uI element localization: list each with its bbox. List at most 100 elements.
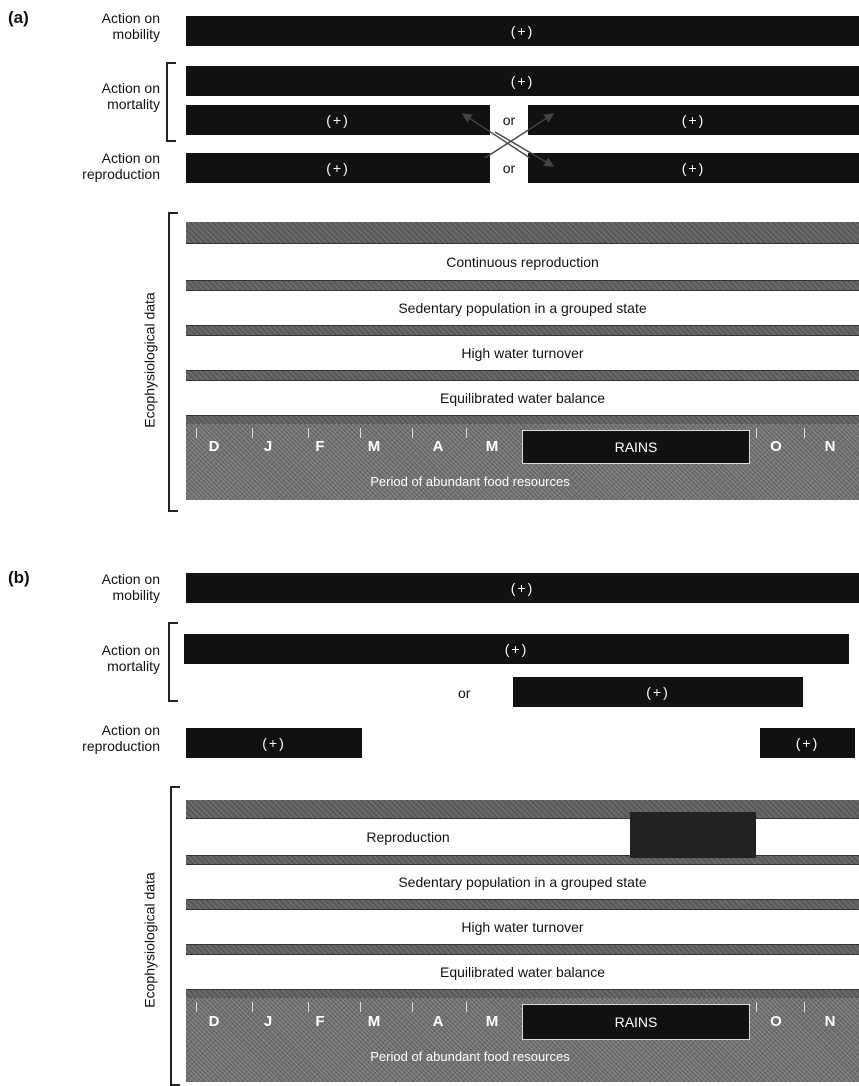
panel-b-tick [756, 1002, 757, 1012]
panel-a-rains: RAINS [522, 430, 750, 464]
panel-b-band-3-text: High water turnover [461, 919, 584, 935]
panel-a-mortality-label: Action on mortality [0, 80, 160, 112]
panel-a-reproduction-or-text: or [502, 160, 516, 176]
panel-a-reproduction-bar-right: (+) [528, 153, 859, 183]
panel-a-tick [308, 428, 309, 438]
panel-a-mobility-label: Action on mobility [0, 10, 160, 42]
panel-b-tick [360, 1002, 361, 1012]
panel-b-reproduction-bar-left: (+) [186, 728, 362, 758]
panel-a-tick [196, 428, 197, 438]
panel-a-mortality-bar-right: (+) [528, 105, 859, 135]
panel-a-eco-title: Ecophysiological data [142, 292, 159, 428]
panel-b-month-m1: M [367, 1013, 381, 1030]
panel-b-month-n: N [824, 1013, 836, 1030]
panel-b-mortality-bracket [168, 622, 178, 702]
panel-b-food: Period of abundant food resources [370, 1049, 570, 1064]
panel-b-reproduction-plus-left: (+) [262, 735, 286, 751]
panel-a-month-f: F [315, 438, 325, 455]
panel-a-mortality-plus-right: (+) [681, 112, 706, 128]
panel-b-eco-bracket [170, 786, 180, 1086]
panel-a-month-m1: M [367, 438, 381, 455]
panel-b-tick [252, 1002, 253, 1012]
panel-b-band-4-text: Equilibrated water balance [440, 964, 605, 980]
panel-a-mortality-plus-left: (+) [326, 112, 350, 128]
panel-b-mortality-bar-full: (+) [184, 634, 849, 664]
panel-b-tick [466, 1002, 467, 1012]
panel-b-reproduction-label: Action on reproduction [0, 722, 160, 754]
panel-b-mortality-label: Action on mortality [0, 642, 160, 674]
panel-a-band-2: Sedentary population in a grouped state [186, 290, 859, 326]
panel-b-tick [196, 1002, 197, 1012]
panel-b-month-m2: M [485, 1013, 499, 1030]
panel-b-band-1-gap [630, 812, 756, 858]
panel-b-reproduction-bar-right: (+) [760, 728, 855, 758]
panel-a-eco-bracket [168, 212, 178, 512]
panel-a-arrow-down-right [494, 131, 555, 167]
panel-a-arrow-up-left [461, 113, 531, 159]
panel-b-band-4: Equilibrated water balance [186, 954, 859, 990]
panel-a-month-j: J [263, 438, 273, 455]
panel-a-tick [360, 428, 361, 438]
panel-b-label: (b) [8, 568, 30, 587]
panel-b-band-1: Reproduction [186, 818, 630, 856]
panel-a-reproduction-label: Action on reproduction [0, 150, 160, 182]
panel-b-month-f: F [315, 1013, 325, 1030]
panel-a-reproduction-bar-left: (+) [186, 153, 490, 183]
panel-b-rains: RAINS [522, 1004, 750, 1040]
panel-b-mobility-bar: (+) [186, 573, 859, 603]
panel-b-band-1-right [756, 818, 859, 856]
panel-b-eco-title-box: Ecophysiological data [140, 872, 160, 1007]
panel-a-mortality-bar-left: (+) [186, 105, 490, 135]
panel-b-month-j: J [263, 1013, 273, 1030]
panel-b-reproduction-text: Action on reproduction [82, 722, 160, 754]
panel-b-reproduction-plus-right: (+) [795, 735, 820, 751]
panel-a-month-n: N [824, 438, 836, 455]
panel-a-mortality-bar-full: (+) [186, 66, 859, 96]
panel-a-tick [466, 428, 467, 438]
panel-b-mortality-text: Action on mortality [101, 642, 160, 674]
panel-a-eco-title-box: Ecophysiological data [140, 292, 160, 427]
panel-a-reproduction-or: or [490, 153, 528, 183]
panel-a-month-m2: M [485, 438, 499, 455]
panel-a-band-1: Continuous reproduction [186, 243, 859, 281]
panel-a-mobility-bar: (+) [186, 16, 859, 46]
panel-a-mortality-text: Action on mortality [101, 80, 160, 112]
panel-b-mobility-label: Action on mobility [0, 571, 160, 603]
panel-a-month-d: D [208, 438, 220, 455]
panel-a-reproduction-text: Action on reproduction [82, 150, 160, 182]
panel-b-month-o: O [770, 1013, 782, 1030]
panel-b-mortality-bar-partial: (+) [513, 677, 803, 707]
panel-b-month-a: A [432, 1013, 444, 1030]
panel-a-band-1-text: Continuous reproduction [446, 254, 599, 270]
panel-a-month-o: O [770, 438, 782, 455]
panel-a-reproduction-plus-right: (+) [681, 160, 706, 176]
panel-b-tick [804, 1002, 805, 1012]
panel-a-mobility-plus: (+) [510, 23, 535, 39]
panel-a-mobility-text: Action on mobility [101, 10, 160, 42]
panel-a-mortality-or: or [490, 105, 528, 135]
panel-b-tick [308, 1002, 309, 1012]
panel-a-month-a: A [432, 438, 444, 455]
panel-b-band-1-text: Reproduction [366, 829, 450, 845]
panel-b-mobility-text: Action on mobility [101, 571, 160, 603]
panel-b-mobility-plus: (+) [510, 580, 535, 596]
panel-a-tick [804, 428, 805, 438]
panel-b-tick [412, 1002, 413, 1012]
panel-b-eco-title: Ecophysiological data [142, 872, 159, 1008]
panel-a-rains-text: RAINS [614, 439, 658, 455]
panel-b-mortality-plus-full: (+) [504, 641, 529, 657]
panel-a-tick [756, 428, 757, 438]
panel-a-label: (a) [8, 8, 29, 27]
panel-a-arrow-up-right [484, 113, 555, 159]
panel-a-band-4: Equilibrated water balance [186, 380, 859, 416]
panel-b-band-3: High water turnover [186, 909, 859, 945]
panel-b-month-d: D [208, 1013, 220, 1030]
panel-a-mortality-or-text: or [502, 112, 516, 128]
panel-a-tick [252, 428, 253, 438]
panel-a-band-4-text: Equilibrated water balance [440, 390, 605, 406]
panel-b-band-2: Sedentary population in a grouped state [186, 864, 859, 900]
panel-a-reproduction-plus-left: (+) [326, 160, 350, 176]
panel-a-band-3-text: High water turnover [461, 345, 584, 361]
panel-a-tick [412, 428, 413, 438]
panel-a-band-3: High water turnover [186, 335, 859, 371]
